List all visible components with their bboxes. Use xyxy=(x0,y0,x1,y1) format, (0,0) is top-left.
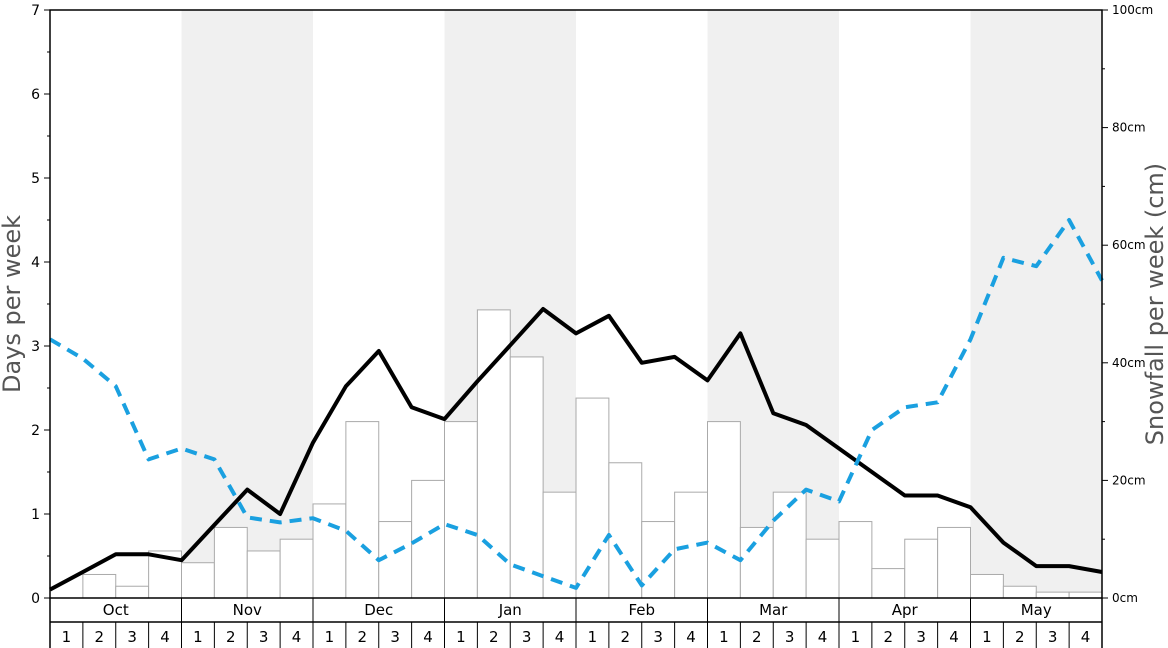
snowfall-bar xyxy=(542,491,577,599)
month-label-jan: Jan xyxy=(498,601,522,619)
snowfall-bar xyxy=(937,526,971,599)
snowfall-bar xyxy=(739,526,774,599)
left-axis-title: Days per week xyxy=(0,215,26,393)
snowfall-bar xyxy=(707,421,741,599)
month-label-nov: Nov xyxy=(233,601,262,619)
left-tick-label: 2 xyxy=(31,423,40,439)
week-label: 1 xyxy=(62,628,72,646)
left-tick-label: 3 xyxy=(31,339,40,355)
week-label: 1 xyxy=(588,628,598,646)
week-label: 1 xyxy=(325,628,335,646)
week-label: 1 xyxy=(851,628,861,646)
left-tick-label: 1 xyxy=(31,507,40,523)
week-label: 2 xyxy=(621,628,631,646)
right-axis-title: Snowfall per week (cm) xyxy=(1141,163,1168,445)
left-tick-label: 6 xyxy=(31,87,40,103)
week-label: 4 xyxy=(423,628,433,646)
week-label: 2 xyxy=(358,628,368,646)
month-label-apr: Apr xyxy=(892,601,919,619)
snowfall-bar xyxy=(345,421,380,599)
week-label: 3 xyxy=(259,628,269,646)
snowfall-bar xyxy=(1068,591,1103,599)
x-axis: Oct 1 2 3 4 Nov 1 2 3 4 Dec 1 2 3 4 Jan 1 2 3 4 Feb 1 2 3 4 Mar 1 2… xyxy=(49,598,1103,648)
snowfall-bar xyxy=(1035,591,1070,599)
week-label: 4 xyxy=(686,628,696,646)
snowfall-bar xyxy=(970,573,1004,599)
month-label-may: May xyxy=(1021,601,1052,619)
week-label: 4 xyxy=(555,628,565,646)
right-axis: 0cm 20cm 40cm 60cm 80cm 100cm xyxy=(1102,3,1153,605)
left-axis: 0 1 2 3 4 5 6 7 xyxy=(31,3,50,607)
week-label: 1 xyxy=(456,628,466,646)
left-tick-label: 4 xyxy=(31,255,40,271)
snowfall-bar xyxy=(279,538,314,599)
week-label: 4 xyxy=(1081,628,1091,646)
week-label: 4 xyxy=(949,628,959,646)
snowfall-bar xyxy=(213,526,248,599)
week-label: 3 xyxy=(522,628,532,646)
snowfall-bar xyxy=(246,550,281,599)
month-label-feb: Feb xyxy=(628,601,655,619)
week-label: 3 xyxy=(785,628,795,646)
week-label: 1 xyxy=(193,628,203,646)
week-label: 2 xyxy=(489,628,499,646)
series-lines xyxy=(48,218,1104,592)
week-label: 1 xyxy=(982,628,992,646)
week-label: 3 xyxy=(1048,628,1058,646)
right-tick-label: 80cm xyxy=(1112,121,1146,135)
month-label-oct: Oct xyxy=(103,601,129,619)
week-label: 3 xyxy=(390,628,400,646)
dashed-series-line xyxy=(48,218,1104,590)
right-tick-label: 100cm xyxy=(1112,3,1153,17)
week-label: 3 xyxy=(653,628,663,646)
snowfall-bar xyxy=(115,585,150,599)
left-tick-label: 0 xyxy=(31,591,40,607)
right-tick-label: 60cm xyxy=(1112,238,1146,252)
month-band-nov xyxy=(181,10,313,598)
week-label: 3 xyxy=(127,628,137,646)
month-label-dec: Dec xyxy=(364,601,393,619)
snowfall-bar xyxy=(181,562,215,599)
left-tick-label: 7 xyxy=(31,3,40,19)
solid-series-line xyxy=(49,307,1103,592)
week-label: 2 xyxy=(1015,628,1025,646)
month-band-may xyxy=(970,10,1102,598)
right-tick-label: 40cm xyxy=(1112,356,1146,370)
week-label: 2 xyxy=(226,628,236,646)
left-tick-label: 5 xyxy=(31,171,40,187)
snowfall-bar xyxy=(805,538,840,599)
week-label: 4 xyxy=(818,628,828,646)
snowfall-bar xyxy=(608,462,643,599)
week-label: 1 xyxy=(719,628,729,646)
snowfall-bar xyxy=(904,538,939,599)
snowfall-bar xyxy=(838,521,873,599)
snowfall-bars xyxy=(82,309,1103,599)
week-label: 4 xyxy=(160,628,170,646)
week-label: 2 xyxy=(95,628,105,646)
snowfall-bar xyxy=(641,521,676,599)
right-tick-label: 20cm xyxy=(1112,473,1146,487)
week-label: 3 xyxy=(916,628,926,646)
snowfall-bar xyxy=(1002,585,1037,599)
snowfall-bar xyxy=(772,491,807,599)
snowfall-bar xyxy=(871,568,906,599)
right-tick-label: 0cm xyxy=(1112,591,1138,605)
month-bands xyxy=(181,10,1102,598)
week-label: 2 xyxy=(884,628,894,646)
snowfall-bar xyxy=(82,573,117,599)
week-label: 4 xyxy=(292,628,302,646)
snowfall-bar xyxy=(444,421,478,599)
month-label-mar: Mar xyxy=(759,601,788,619)
snowfall-bar xyxy=(575,397,610,599)
snowfall-bar xyxy=(509,356,544,599)
week-label: 2 xyxy=(752,628,762,646)
